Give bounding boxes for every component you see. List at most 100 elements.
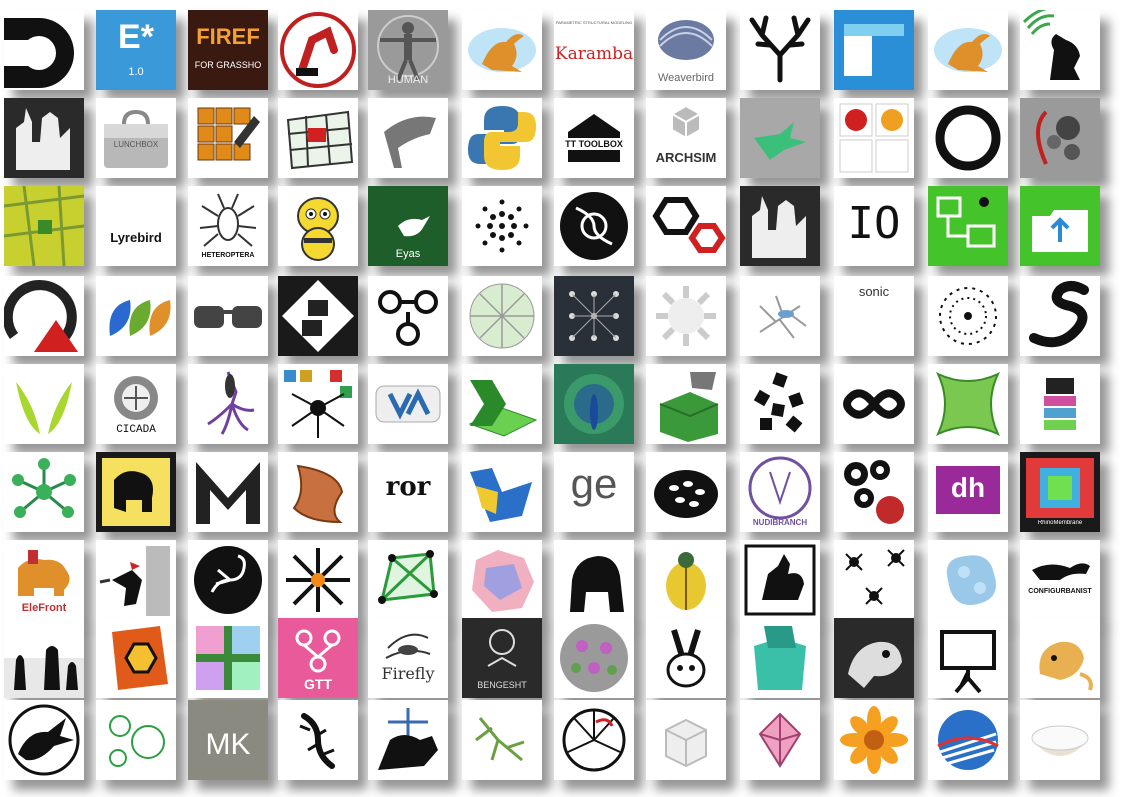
icon-label: Weaverbird: [657, 72, 715, 84]
icon-label: MK: [205, 728, 251, 761]
antlers-icon: [740, 10, 820, 90]
icon-label: Lyrebird: [110, 230, 162, 245]
voronoi-circle-icon: [462, 276, 542, 356]
leaves-icon: [96, 276, 176, 356]
dot-spiral-icon: [462, 186, 542, 266]
io-icon: IO: [834, 186, 914, 266]
icon-label: CICADA: [116, 424, 156, 436]
rice-bowl-icon: [1020, 700, 1100, 780]
hummingbird-icon: [740, 98, 820, 178]
d-logo-icon: [4, 10, 84, 90]
human-vitruvian-icon: HUMAN: [368, 10, 448, 90]
icon-label: HETEROPTERA: [201, 252, 255, 259]
beetle-icon: [646, 540, 726, 620]
configurbanist-icon: CONFIGURBANIST: [1020, 540, 1100, 620]
icon-sublabel: 1.0: [128, 66, 144, 78]
pink-origami-icon: [740, 700, 820, 780]
icon-label: LUNCHBOX: [113, 140, 159, 149]
excel-grid-icon: [462, 364, 542, 444]
woodpecker-icon: [96, 540, 176, 620]
kangaroo-2-icon: [928, 10, 1008, 90]
icon-label: TT TOOLBOX: [565, 139, 623, 149]
icon-label: dh: [950, 472, 986, 503]
python-icon: [462, 98, 542, 178]
network-hub-icon: [4, 452, 84, 532]
teal-box-icon: [740, 618, 820, 698]
color-cross-icon: [188, 618, 268, 698]
robot-arm-icon: [278, 10, 358, 90]
spider-collage-icon: [278, 364, 358, 444]
ladybug-honeybee-icon: [834, 98, 914, 178]
sunrise-icon: [928, 700, 1008, 780]
m-letter-icon: [188, 452, 268, 532]
presentation-icon: [928, 618, 1008, 698]
sonic-icon: sonic: [834, 276, 914, 356]
icon-sublabel: PARAMETRIC STRUCTURAL MODELING: [555, 20, 633, 25]
spiky-sphere-icon: [646, 276, 726, 356]
hex-tile-icon: [96, 618, 176, 698]
e-star-icon: E* 1.0: [96, 10, 176, 90]
icon-label: EleFront: [21, 602, 67, 614]
hex-nut-icon: [646, 186, 726, 266]
gorilla-icon: [554, 540, 634, 620]
gtt-icon: GTT: [278, 618, 358, 698]
snake-icon: [1020, 276, 1100, 356]
silhouettes-icon: [4, 618, 84, 698]
heteroptera-icon: HETEROPTERA: [188, 186, 268, 266]
icon-label: E*: [118, 18, 154, 56]
icon-label: ge: [570, 460, 618, 507]
icon-label: ror: [385, 472, 431, 502]
icon-label: ARCHSIM: [655, 150, 717, 165]
nudibranch-icon: NUDIBRANCH: [740, 452, 820, 532]
howling-wolf-icon: [1020, 10, 1100, 90]
pink-blob-icon: [462, 540, 542, 620]
scorpion-icon: [188, 540, 268, 620]
white-cubes-icon: [646, 700, 726, 780]
ge-icon: ge: [554, 452, 634, 532]
icon-label: sonic: [858, 284, 890, 299]
green-circles-icon: [96, 700, 176, 780]
bengesht-icon: BENGESHT: [462, 618, 542, 698]
map-icon: [4, 186, 84, 266]
icon-sublabel: FOR GRASSHO: [194, 60, 262, 70]
green-ant-icon: [928, 186, 1008, 266]
rabbit-icon: [646, 618, 726, 698]
icon-label: GTT: [304, 676, 332, 692]
icon-label: RhinoMembrane: [1037, 520, 1083, 526]
karamba-icon: Karamba PARAMETRIC STRUCTURAL MODELING: [554, 10, 634, 90]
icon-label: BENGESHT: [477, 680, 527, 690]
icon-label: FIREF: [196, 24, 260, 49]
firefly-icon: Firefly: [368, 618, 448, 698]
tt-toolbox-icon: TT TOOLBOX: [554, 98, 634, 178]
chameleon-icon: [834, 618, 914, 698]
dot-lattice-icon: [554, 276, 634, 356]
mk-icon: MK: [188, 700, 268, 780]
twisted-surface-icon: [278, 452, 358, 532]
robot-bug-icon: [1020, 364, 1100, 444]
mosquito-icon: [740, 276, 820, 356]
geodesic-sphere-icon: [554, 618, 634, 698]
gothic-figure-2-icon: [740, 186, 820, 266]
ring-icon: [928, 98, 1008, 178]
blue-blob-icon: [928, 540, 1008, 620]
dh-icon: dh: [928, 452, 1008, 532]
bee-icon: [278, 186, 358, 266]
va-node-icon: [368, 364, 448, 444]
dragon-icon: [4, 700, 84, 780]
infinity-icon: [834, 364, 914, 444]
elephant-icon: [96, 452, 176, 532]
orange-flower-icon: [834, 700, 914, 780]
squid-icon: [188, 364, 268, 444]
rooster-icon: [740, 540, 820, 620]
green-membrane-icon: [928, 364, 1008, 444]
burst-arrows-icon: [278, 540, 358, 620]
icon-label: CONFIGURBANIST: [1028, 588, 1092, 595]
icon-label: Karamba: [554, 44, 634, 64]
monkey-icon: [1020, 618, 1100, 698]
blue-yellow-shape-icon: [462, 452, 542, 532]
elefront-icon: EleFront: [4, 540, 84, 620]
icon-label: HUMAN: [387, 74, 429, 86]
icon-label: Firefly: [381, 664, 435, 683]
weaverbird-icon: Weaverbird: [646, 10, 726, 90]
spheres-icon: [1020, 98, 1100, 178]
